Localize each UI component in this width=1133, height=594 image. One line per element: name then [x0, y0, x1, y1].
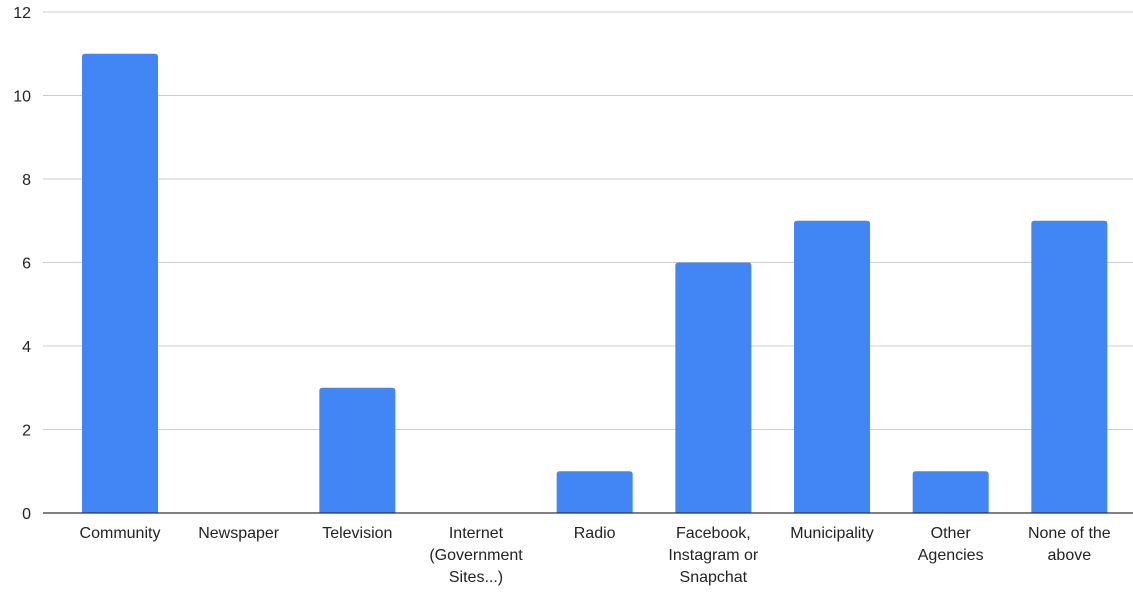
x-axis-labels: Community Newspaper Television Internet (Gov…: [80, 525, 1111, 586]
x-category-label-line: Instagram or: [668, 547, 758, 564]
y-tick-label: 12: [13, 5, 31, 22]
bar-radio: [556, 471, 633, 513]
x-category-label-line: above: [1048, 547, 1092, 564]
x-category-label: Radio: [574, 525, 616, 542]
x-category-label: Facebook, Instagram or Snapchat: [668, 525, 758, 586]
bar-television: [319, 387, 396, 513]
bar-facebook-instagram-or-snapchat: [675, 262, 752, 513]
x-category-label-line: Snapchat: [680, 569, 748, 586]
x-category-label-line: Facebook,: [676, 525, 751, 542]
bar-other-agencies: [912, 471, 989, 513]
gridlines: [43, 11, 1133, 430]
x-category-label-line: Internet: [449, 525, 504, 542]
x-category-label-line: Sites...): [449, 569, 503, 586]
x-category-label-line: Agencies: [918, 547, 984, 564]
x-category-label: Other Agencies: [918, 525, 984, 564]
x-category-label: Newspaper: [198, 525, 280, 542]
x-category-label: None of the above: [1028, 525, 1111, 564]
y-tick-label: 10: [13, 89, 31, 106]
x-category-label-line: Television: [322, 525, 392, 542]
x-category-label-line: Newspaper: [198, 525, 280, 542]
x-category-label-line: (Government: [429, 547, 523, 564]
x-category-label: Television: [322, 525, 392, 542]
x-category-label-line: Radio: [574, 525, 616, 542]
y-tick-label: 2: [22, 423, 31, 440]
bar-municipality: [794, 220, 870, 513]
x-category-label-line: Community: [80, 525, 161, 542]
y-tick-label: 6: [22, 256, 31, 273]
x-category-label-line: None of the: [1028, 525, 1111, 542]
y-tick-label: 0: [22, 506, 31, 523]
y-tick-label: 4: [22, 339, 31, 356]
bar-community: [82, 53, 158, 513]
y-tick-label: 8: [22, 172, 31, 189]
x-category-label: Municipality: [790, 525, 874, 542]
bars: [82, 53, 1108, 513]
bar-none-of-the-above: [1031, 220, 1108, 513]
x-category-label: Community: [80, 525, 161, 542]
x-category-label-line: Other: [931, 525, 972, 542]
x-category-label: Internet (Government Sites...): [429, 525, 523, 586]
y-axis-ticks: 0 2 4 6 8 10 12: [13, 5, 31, 523]
x-category-label-line: Municipality: [790, 525, 874, 542]
